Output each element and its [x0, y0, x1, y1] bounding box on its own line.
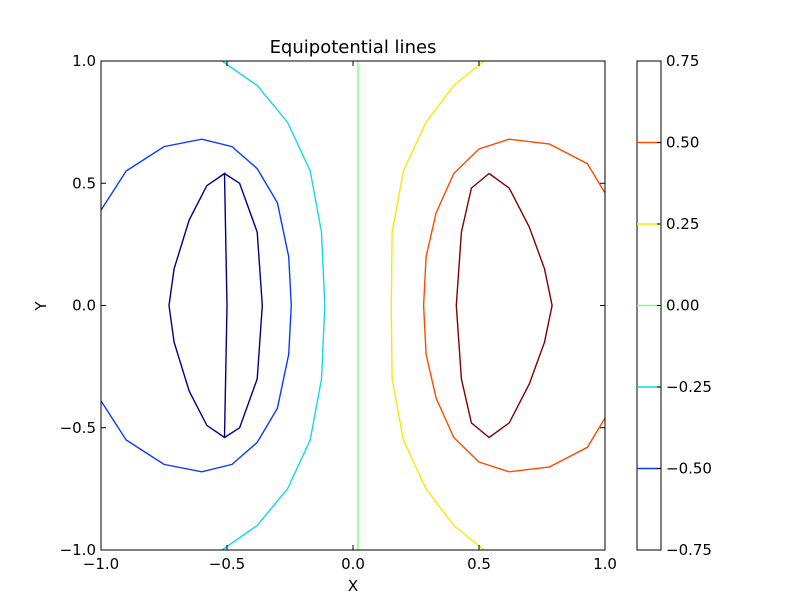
contour-lines [100, 60, 606, 551]
x-axis-ticks: −1.0 −0.5 0.0 0.5 1.0 [83, 61, 617, 573]
y-tick-label: 1.0 [72, 52, 96, 70]
y-tick-label: −1.0 [60, 541, 96, 559]
contour-line-5 [422, 138, 606, 473]
y-tick-label: 0.0 [72, 297, 96, 315]
contour-line-6 [455, 172, 553, 439]
colorbar-tick-label: 0.75 [666, 52, 699, 70]
plot-background [101, 61, 605, 550]
colorbar-tick-label: 0.50 [666, 134, 699, 152]
y-tick-label: 0.5 [72, 174, 96, 192]
y-tick-label: −0.5 [60, 419, 96, 437]
contour-line-1 [100, 138, 293, 473]
colorbar-ticks: 0.75 0.50 0.25 0.00 −0.25 −0.50 −0.75 [657, 52, 712, 559]
x-tick-label: 0.5 [467, 555, 491, 573]
colorbar-tick-label: −0.75 [666, 541, 712, 559]
chart-title: Equipotential lines [270, 37, 437, 58]
x-axis-label: X [348, 577, 358, 595]
x-tick-label: −0.5 [209, 555, 245, 573]
plot-area: −1.0 −0.5 0.0 0.5 1.0 −1.0 −0.5 0.0 0.5 1.0 [60, 52, 617, 573]
x-tick-label: −1.0 [83, 555, 119, 573]
x-tick-label: 1.0 [593, 555, 617, 573]
y-axis-ticks: −1.0 −0.5 0.0 0.5 1.0 [60, 52, 605, 559]
contour-line-4 [390, 60, 485, 551]
colorbar-tick-label: −0.25 [666, 378, 712, 396]
contour-line-2 [221, 60, 326, 551]
x-tick-label: 0.0 [341, 555, 365, 573]
colorbar-tick-label: 0.25 [666, 215, 699, 233]
contour-line-0 [168, 172, 264, 439]
y-axis-label: Y [32, 301, 50, 312]
colorbar-tick-label: 0.00 [666, 297, 699, 315]
colorbar: 0.75 0.50 0.25 0.00 −0.25 −0.50 −0.75 [636, 52, 712, 559]
colorbar-tick-label: −0.50 [666, 460, 712, 478]
